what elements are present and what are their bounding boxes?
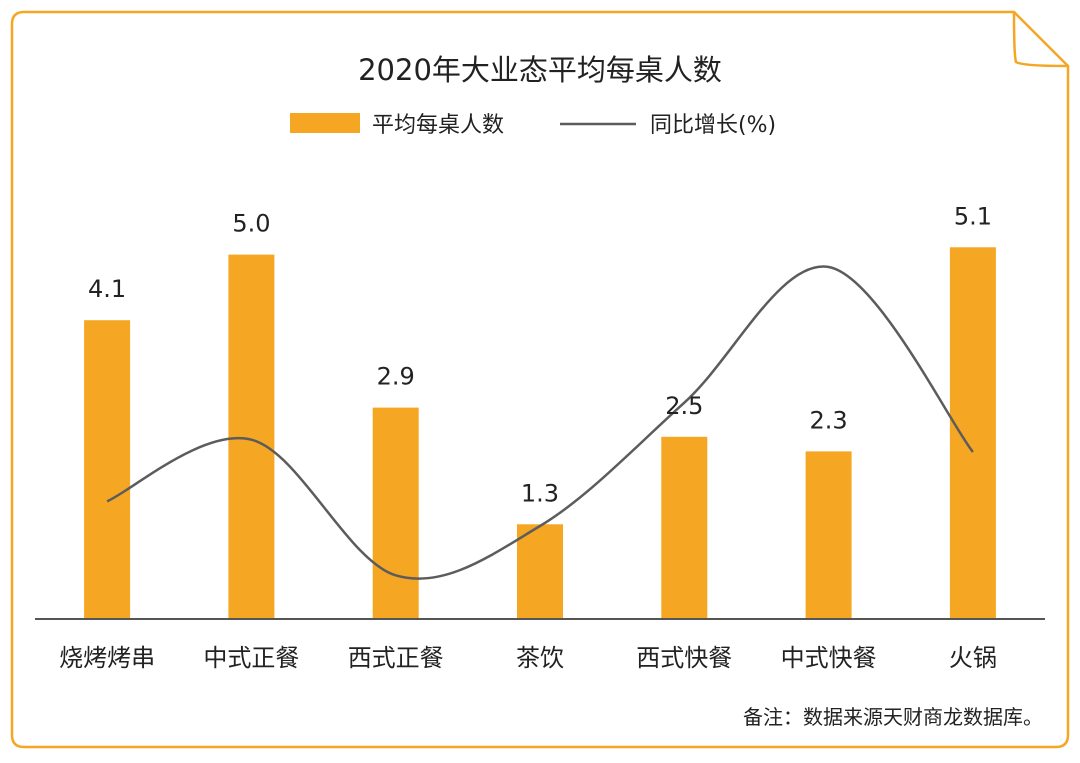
value-labels-layer: 4.1 5.0 2.9 1.3 2.5 2.3 5.1: [88, 202, 992, 507]
bar-0: [84, 320, 131, 619]
bar-2: [372, 407, 419, 619]
category-label-5: 中式快餐: [781, 644, 877, 672]
bar-4: [661, 436, 708, 619]
category-label-6: 火锅: [949, 644, 997, 672]
legend-bar-label: 平均每桌人数: [372, 113, 504, 138]
growth-line: [106, 265, 974, 580]
chart-frame: [10, 10, 1070, 749]
bar-value-label-2: 2.9: [377, 363, 415, 391]
bar-3: [517, 524, 563, 620]
category-label-3: 茶饮: [516, 644, 564, 672]
category-label-1: 中式正餐: [203, 644, 299, 672]
category-labels-layer: 烧烤烤串 中式正餐 西式正餐 茶饮 西式快餐 中式快餐 火锅: [59, 644, 997, 672]
legend-bar-swatch: [290, 113, 360, 133]
bar-1: [228, 254, 275, 619]
category-label-2: 西式正餐: [348, 644, 444, 672]
folded-corner: [1012, 11, 1069, 68]
bar-value-label-4: 2.5: [665, 392, 703, 420]
bar-value-label-3: 1.3: [521, 479, 559, 507]
bars-layer: [84, 247, 996, 620]
bar-value-label-1: 5.0: [232, 210, 270, 238]
chart-title: 2020年大业态平均每桌人数: [358, 53, 722, 87]
bar-value-label-5: 2.3: [810, 406, 848, 434]
bar-value-label-0: 4.1: [88, 275, 126, 303]
bar-6: [949, 247, 996, 620]
category-label-0: 烧烤烤串: [59, 644, 155, 672]
legend: 平均每桌人数 同比增长(%): [290, 113, 776, 138]
bar-5: [805, 451, 852, 619]
source-note: 备注：数据来源天财商龙数据库。: [743, 705, 1043, 729]
bar-value-label-6: 5.1: [954, 202, 992, 230]
category-label-4: 西式快餐: [636, 644, 732, 672]
line-layer: [106, 265, 974, 580]
legend-line-label: 同比增长(%): [650, 113, 776, 138]
